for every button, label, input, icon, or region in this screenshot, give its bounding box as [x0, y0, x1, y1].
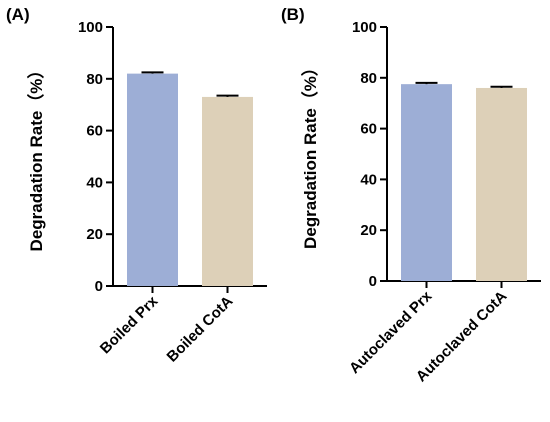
y-axis-label: Degradation Rate（%）	[26, 62, 46, 252]
bar	[401, 84, 452, 282]
bar	[476, 87, 527, 282]
chart-panel-a: (A) 0 20 40 60 80 100 Degradation Rate（%） Boiled…	[6, 5, 267, 366]
y-tick-label: 100	[78, 19, 103, 36]
y-tick-label: 20	[86, 226, 103, 243]
y-tick-label: 40	[360, 171, 377, 188]
panel-label: (A)	[6, 5, 30, 24]
y-axis-label: Degradation Rate（%）	[300, 59, 320, 249]
y-tick-label: 40	[86, 174, 103, 191]
x-tick-label: Boiled CotA	[164, 293, 237, 366]
y-tick-label: 20	[360, 222, 377, 239]
bar	[202, 96, 253, 287]
y-tick-label: 80	[360, 70, 377, 87]
y-tick-label: 0	[369, 273, 377, 290]
x-tick-label: Boiled Prx	[97, 292, 162, 357]
y-tick-label: 60	[360, 121, 377, 138]
y-tick-label: 0	[95, 278, 103, 295]
bar	[127, 73, 178, 287]
y-tick-label: 60	[86, 123, 103, 140]
y-tick-label: 100	[352, 19, 377, 36]
y-tick-label: 80	[86, 71, 103, 88]
panel-label: (B)	[281, 5, 305, 24]
